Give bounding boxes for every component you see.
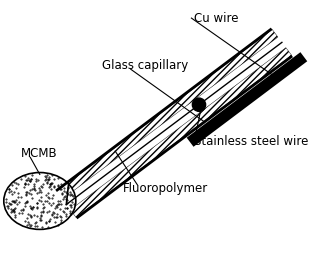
Polygon shape — [187, 52, 307, 147]
Text: Fluoropolymer: Fluoropolymer — [123, 182, 209, 195]
Text: MCMB: MCMB — [21, 147, 57, 160]
Polygon shape — [70, 48, 292, 217]
Circle shape — [192, 98, 206, 111]
Text: Cu wire: Cu wire — [194, 12, 239, 25]
Polygon shape — [62, 37, 286, 210]
Text: Glass capillary: Glass capillary — [102, 59, 188, 72]
Text: Stainless steel wire: Stainless steel wire — [194, 135, 309, 148]
Polygon shape — [57, 29, 278, 199]
Ellipse shape — [4, 173, 76, 229]
